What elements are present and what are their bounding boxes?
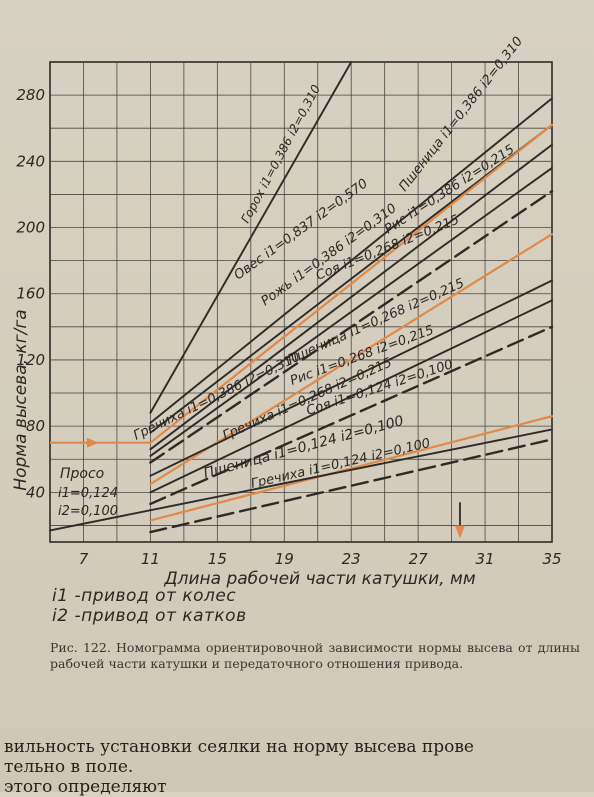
line-label-16: i2=0,100 <box>58 504 118 519</box>
body-text-line-3: этого определяют <box>4 777 167 797</box>
line-label-15: i1=0,124 <box>58 486 118 501</box>
body-text-line-1: вильность установки сеялки на норму высе… <box>4 737 474 757</box>
nomogram-chart: 7 11 15 19 23 27 31 35 40 80 120 160 200 240 280 Горох… <box>11 34 562 589</box>
series-line-10 <box>149 299 553 494</box>
series-line-12 <box>149 415 554 522</box>
x-tick-label: 27 <box>409 550 429 568</box>
example-reading <box>50 437 465 539</box>
series-line-7 <box>149 189 554 464</box>
figure-caption: Рис. 122. Номограмма ориентировочной зав… <box>50 640 580 671</box>
tick-labels: 7 11 15 19 23 27 31 35 40 80 120 160 200 240 280 <box>16 86 561 568</box>
series-line-5 <box>149 143 553 451</box>
series-line-2 <box>149 97 553 424</box>
reading-arrow-right <box>86 437 99 448</box>
y-axis-label: Норма высева, кг/га <box>11 309 31 490</box>
y-tick-label: 120 <box>16 351 45 369</box>
plot-frame <box>49 61 553 543</box>
x-tick-label: 31 <box>476 550 495 568</box>
series-line-6 <box>149 166 553 457</box>
x-tick-label: 35 <box>542 550 561 568</box>
y-tick-label: 160 <box>16 285 45 303</box>
series-line-3 <box>149 123 553 434</box>
legend-i1: i1 -привод от колес <box>52 586 237 606</box>
series-line-1 <box>149 61 353 414</box>
series-line-9 <box>149 279 553 477</box>
series-line-4 <box>149 123 554 444</box>
x-tick-label: 15 <box>208 550 227 568</box>
body-text-line-2: тельно в поле. <box>4 757 134 777</box>
x-axis-label: Длина рабочей части катушки, мм <box>163 569 475 589</box>
series-lines <box>49 61 554 534</box>
reading-arrow-down <box>454 525 465 539</box>
x-tick-label: 19 <box>275 550 294 568</box>
y-tick-label: 280 <box>16 86 45 104</box>
series-line-11 <box>149 325 554 506</box>
y-tick-label: 80 <box>26 417 45 435</box>
y-tick-label: 40 <box>26 483 45 501</box>
y-tick-label: 200 <box>16 219 45 237</box>
series-line-13 <box>149 438 554 534</box>
y-tick-label: 240 <box>16 152 45 170</box>
line-label-4: Пшеница i1=0,386 i2=0,310 <box>396 34 526 194</box>
line-label-14: Просо <box>60 466 104 482</box>
series-line-14 <box>49 428 553 532</box>
legend-i2: i2 -привод от катков <box>52 606 247 626</box>
x-tick-label: 11 <box>141 550 160 568</box>
x-tick-label: 7 <box>79 550 89 568</box>
x-tick-label: 23 <box>342 550 361 568</box>
